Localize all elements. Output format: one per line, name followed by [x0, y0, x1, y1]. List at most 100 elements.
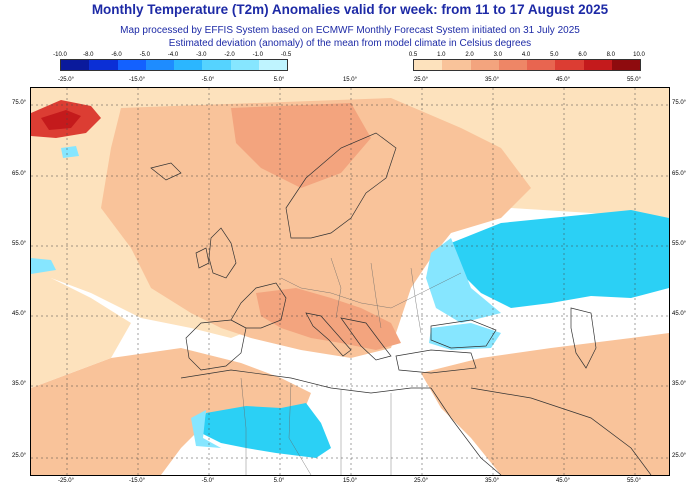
- cold-anomaly-greenland-sea: [61, 146, 79, 158]
- bottom-longitude-label: 5.0°: [273, 478, 285, 484]
- coast-north-africa: [180, 369, 431, 394]
- top-longitude-label: -25.0°: [57, 77, 75, 83]
- warm-anomaly-south-west-margin: [31, 278, 131, 388]
- legend_cold-swatch: [258, 60, 287, 70]
- right-latitude-label: 65.0°: [672, 171, 687, 177]
- legend_cold-label: -0.5: [280, 52, 292, 58]
- top-longitude-label: 15.0°: [342, 77, 358, 83]
- border-north-africa: [240, 377, 392, 475]
- coast-britain: [208, 227, 237, 279]
- legend_warm-label: 0.5: [408, 52, 418, 58]
- legend_cold-label: -2.0: [224, 52, 235, 58]
- legend_cold-swatch: [117, 60, 146, 70]
- country-borders: [240, 257, 462, 475]
- bottom-longitude-label: 45.0°: [555, 478, 571, 484]
- right-latitude-label: 75.0°: [672, 100, 687, 106]
- cold-anomaly-sahara: [201, 403, 331, 458]
- legend_warm-swatch: [414, 60, 443, 70]
- border-eastern-europe: [330, 257, 422, 334]
- map-title: Monthly Temperature (T2m) Anomalies vali…: [91, 2, 609, 17]
- map-subtitle-processing: Map processed by EFFIS System based on E…: [120, 25, 580, 36]
- coast-balkans: [340, 317, 392, 361]
- top-longitude-label: 5.0°: [273, 77, 285, 83]
- legend_cold-swatch: [145, 60, 174, 70]
- top-longitude-label: 45.0°: [555, 77, 571, 83]
- legend_cold-label: -3.0: [196, 52, 207, 58]
- coast-turkey: [395, 349, 477, 374]
- legend-warm-scale: [413, 59, 641, 71]
- legend_warm-swatch: [470, 60, 499, 70]
- cold-anomaly-sahara-fringe: [191, 410, 221, 448]
- warm-anomaly-central-europe: [101, 98, 531, 358]
- bottom-longitude-label: 35.0°: [484, 478, 500, 484]
- map-subtitle-units: Estimated deviation (anomaly) of the mea…: [168, 38, 532, 49]
- legend_warm-label: 5.0: [550, 52, 559, 58]
- cold-anomaly-russia-fringe: [426, 238, 501, 323]
- legend_warm-label: 2.0: [465, 52, 474, 58]
- legend_warm-label: 4.0: [521, 52, 531, 58]
- legend_cold-swatch: [174, 60, 203, 70]
- top-longitude-label: -5.0°: [201, 77, 215, 83]
- bottom-longitude-label: -5.0°: [201, 478, 215, 484]
- legend_warm-swatch: [611, 60, 640, 70]
- legend_cold-label: -4.0: [167, 52, 179, 58]
- cold-anomaly-atlantic-west: [31, 258, 56, 274]
- top-longitude-label: 55.0°: [626, 77, 642, 83]
- legend_cold-label: -1.0: [252, 52, 263, 58]
- right-latitude-label: 25.0°: [672, 453, 687, 459]
- left-latitude-label: 25.0°: [12, 453, 27, 459]
- left-latitude-label: 55.0°: [12, 241, 27, 247]
- bottom-longitude-label: 15.0°: [342, 478, 358, 484]
- warm-anomaly-france-balkans: [256, 288, 401, 350]
- coast-caspian: [570, 307, 597, 369]
- legend_cold-label: -8.0: [83, 52, 94, 58]
- left-latitude-label: 75.0°: [12, 100, 27, 106]
- legend_cold-swatch: [202, 60, 231, 70]
- legend_warm-swatch: [583, 60, 612, 70]
- legend_warm-swatch: [498, 60, 527, 70]
- top-longitude-label: -15.0°: [128, 77, 146, 83]
- coastlines: [150, 132, 652, 475]
- bottom-longitude-label: -25.0°: [57, 478, 75, 484]
- legend_warm-label: 3.0: [493, 52, 502, 58]
- left-latitude-label: 65.0°: [12, 171, 27, 177]
- warm-anomaly-middle-east: [421, 333, 669, 475]
- left-latitude-label: 35.0°: [12, 381, 27, 387]
- coast-scandinavia: [285, 132, 397, 239]
- legend_warm-swatch: [527, 60, 556, 70]
- cold-anomaly-black-sea: [429, 323, 501, 350]
- coast-black-sea: [430, 319, 497, 349]
- warm-anomaly-scandinavia-north: [231, 103, 371, 188]
- legend_warm-swatch: [555, 60, 584, 70]
- right-latitude-label: 35.0°: [672, 381, 687, 387]
- top-longitude-label: 25.0°: [413, 77, 429, 83]
- anomaly-map: [30, 87, 670, 476]
- coast-red-sea: [430, 387, 502, 475]
- legend_cold-swatch: [230, 60, 259, 70]
- bottom-longitude-label: -15.0°: [128, 478, 146, 484]
- graticule: [31, 88, 669, 475]
- right-latitude-label: 55.0°: [672, 241, 687, 247]
- legend_warm-swatch: [442, 60, 471, 70]
- warm-anomaly-greenland-core: [41, 110, 81, 130]
- legend_cold-label: -6.0: [111, 52, 122, 58]
- bottom-longitude-label: 55.0°: [626, 478, 642, 484]
- legend-cold-scale: [60, 59, 288, 71]
- legend_warm-label: 6.0: [578, 52, 587, 58]
- border-central-europe: [280, 272, 462, 309]
- coast-arabia: [470, 387, 652, 475]
- legend_warm-label: 1.0: [437, 52, 446, 58]
- coast-italy: [305, 312, 352, 357]
- legend_cold-label: -5.0: [139, 52, 150, 58]
- legend_cold-swatch: [61, 60, 90, 70]
- legend_warm-label: 10.0: [633, 52, 645, 58]
- right-latitude-label: 45.0°: [672, 311, 687, 317]
- legend_warm-label: 8.0: [606, 52, 615, 58]
- top-longitude-label: 35.0°: [484, 77, 500, 83]
- left-latitude-label: 45.0°: [12, 311, 27, 317]
- coast-iberia: [185, 319, 247, 371]
- legend_cold-label: -10.0: [53, 52, 67, 58]
- coast-france: [230, 282, 287, 329]
- bottom-longitude-label: 25.0°: [413, 478, 429, 484]
- cold-anomaly-russia: [451, 210, 669, 308]
